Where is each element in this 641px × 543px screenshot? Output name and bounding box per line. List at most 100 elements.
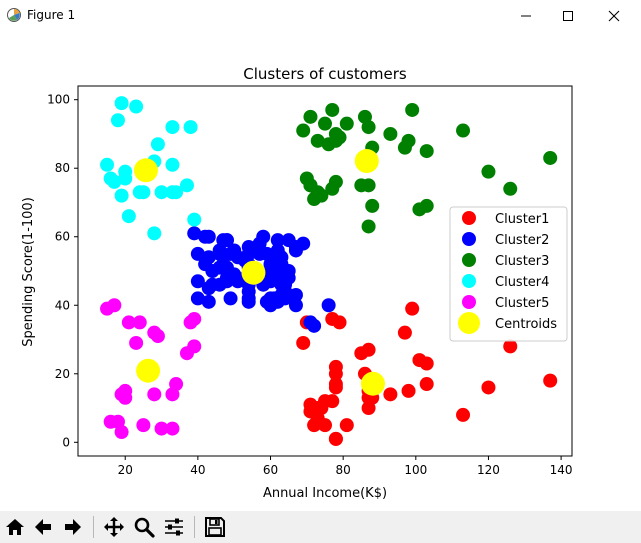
data-point (219, 233, 234, 248)
data-point (361, 219, 376, 234)
data-point (332, 130, 347, 145)
legend-label: Cluster2 (495, 233, 549, 248)
x-tick-label: 80 (336, 463, 351, 477)
data-point (296, 335, 311, 350)
data-point (256, 229, 271, 244)
data-point (270, 233, 285, 248)
home-button[interactable] (2, 514, 28, 540)
data-point (179, 178, 194, 193)
data-point (332, 315, 347, 330)
data-point (321, 298, 336, 313)
data-point (354, 149, 379, 174)
y-axis-label: Spending Score(1-100) (21, 197, 36, 347)
pan-button[interactable] (101, 514, 127, 540)
zoom-button[interactable] (131, 514, 157, 540)
subplots-button[interactable] (161, 514, 187, 540)
y-tick-label: 60 (55, 230, 70, 244)
data-point (328, 380, 343, 395)
arrow-right-icon (65, 519, 81, 535)
legend-marker (462, 211, 476, 225)
data-point (365, 198, 380, 213)
y-tick-label: 100 (47, 93, 70, 107)
x-tick-label: 40 (190, 463, 205, 477)
close-icon (608, 10, 620, 21)
data-point (190, 274, 205, 289)
arrow-left-icon (35, 519, 51, 535)
x-tick-label: 20 (118, 463, 133, 477)
data-point (150, 137, 165, 152)
data-point (288, 298, 303, 313)
data-point (136, 418, 151, 433)
forward-button[interactable] (60, 514, 86, 540)
data-point (129, 335, 144, 350)
data-point (107, 174, 122, 189)
matplotlib-figure-icon (7, 8, 21, 22)
data-point (165, 157, 180, 172)
legend-marker (462, 253, 476, 267)
data-point (361, 342, 376, 357)
data-point (503, 339, 518, 354)
data-point (187, 339, 202, 354)
data-point (456, 407, 471, 422)
legend-label: Cluster1 (495, 212, 549, 227)
close-button[interactable] (591, 0, 637, 31)
data-point (183, 120, 198, 135)
data-point (397, 325, 412, 340)
data-point (165, 421, 180, 436)
data-point (401, 383, 416, 398)
data-point (147, 387, 162, 402)
figure-canvas[interactable]: Clusters of customers Annual Income(K$) … (0, 31, 641, 511)
window-titlebar: Figure 1 (0, 0, 641, 31)
data-point (419, 356, 434, 371)
data-point (405, 102, 420, 117)
y-tick-label: 40 (55, 298, 70, 312)
data-point (328, 366, 343, 381)
data-point (325, 102, 340, 117)
data-point (121, 315, 136, 330)
zoom-magnifier-icon (134, 517, 155, 538)
x-tick-label: 100 (404, 463, 427, 477)
legend-marker (462, 295, 476, 309)
maximize-button[interactable] (545, 0, 591, 31)
y-tick-label: 80 (55, 161, 70, 175)
data-point (132, 315, 147, 330)
data-point (296, 236, 311, 251)
minimize-button[interactable] (503, 0, 549, 31)
toolbar-separator (194, 516, 195, 538)
data-point (419, 377, 434, 392)
legend-label: Cluster4 (495, 275, 549, 290)
data-point (419, 198, 434, 213)
data-point (201, 294, 216, 309)
data-point (328, 431, 343, 446)
data-point (110, 113, 125, 128)
data-point (328, 174, 343, 189)
data-point (307, 318, 322, 333)
data-point (241, 294, 256, 309)
data-point (543, 373, 558, 388)
series-cluster3 (296, 102, 558, 234)
series-cluster1 (296, 301, 558, 446)
data-point (543, 150, 558, 165)
data-point (147, 226, 162, 241)
data-point (303, 109, 318, 124)
save-button[interactable] (202, 514, 228, 540)
data-point (118, 390, 133, 405)
legend-marker (462, 232, 476, 246)
back-button[interactable] (30, 514, 56, 540)
data-point (165, 120, 180, 135)
data-point (339, 418, 354, 433)
data-point (114, 188, 129, 203)
series-cluster2 (187, 226, 336, 333)
data-point (118, 164, 133, 179)
data-point (360, 371, 385, 396)
legend-label: Centroids (495, 317, 557, 332)
data-point (107, 298, 122, 313)
legend-marker (462, 274, 476, 288)
axes: 20 40 60 80 100 120 140 0 20 40 60 80 100 (47, 85, 573, 477)
save-disk-icon (205, 517, 225, 537)
sliders-icon (165, 518, 183, 536)
minimize-icon (521, 15, 531, 16)
data-point (136, 185, 151, 200)
data-point (318, 418, 332, 433)
y-tick-label: 0 (62, 435, 70, 449)
